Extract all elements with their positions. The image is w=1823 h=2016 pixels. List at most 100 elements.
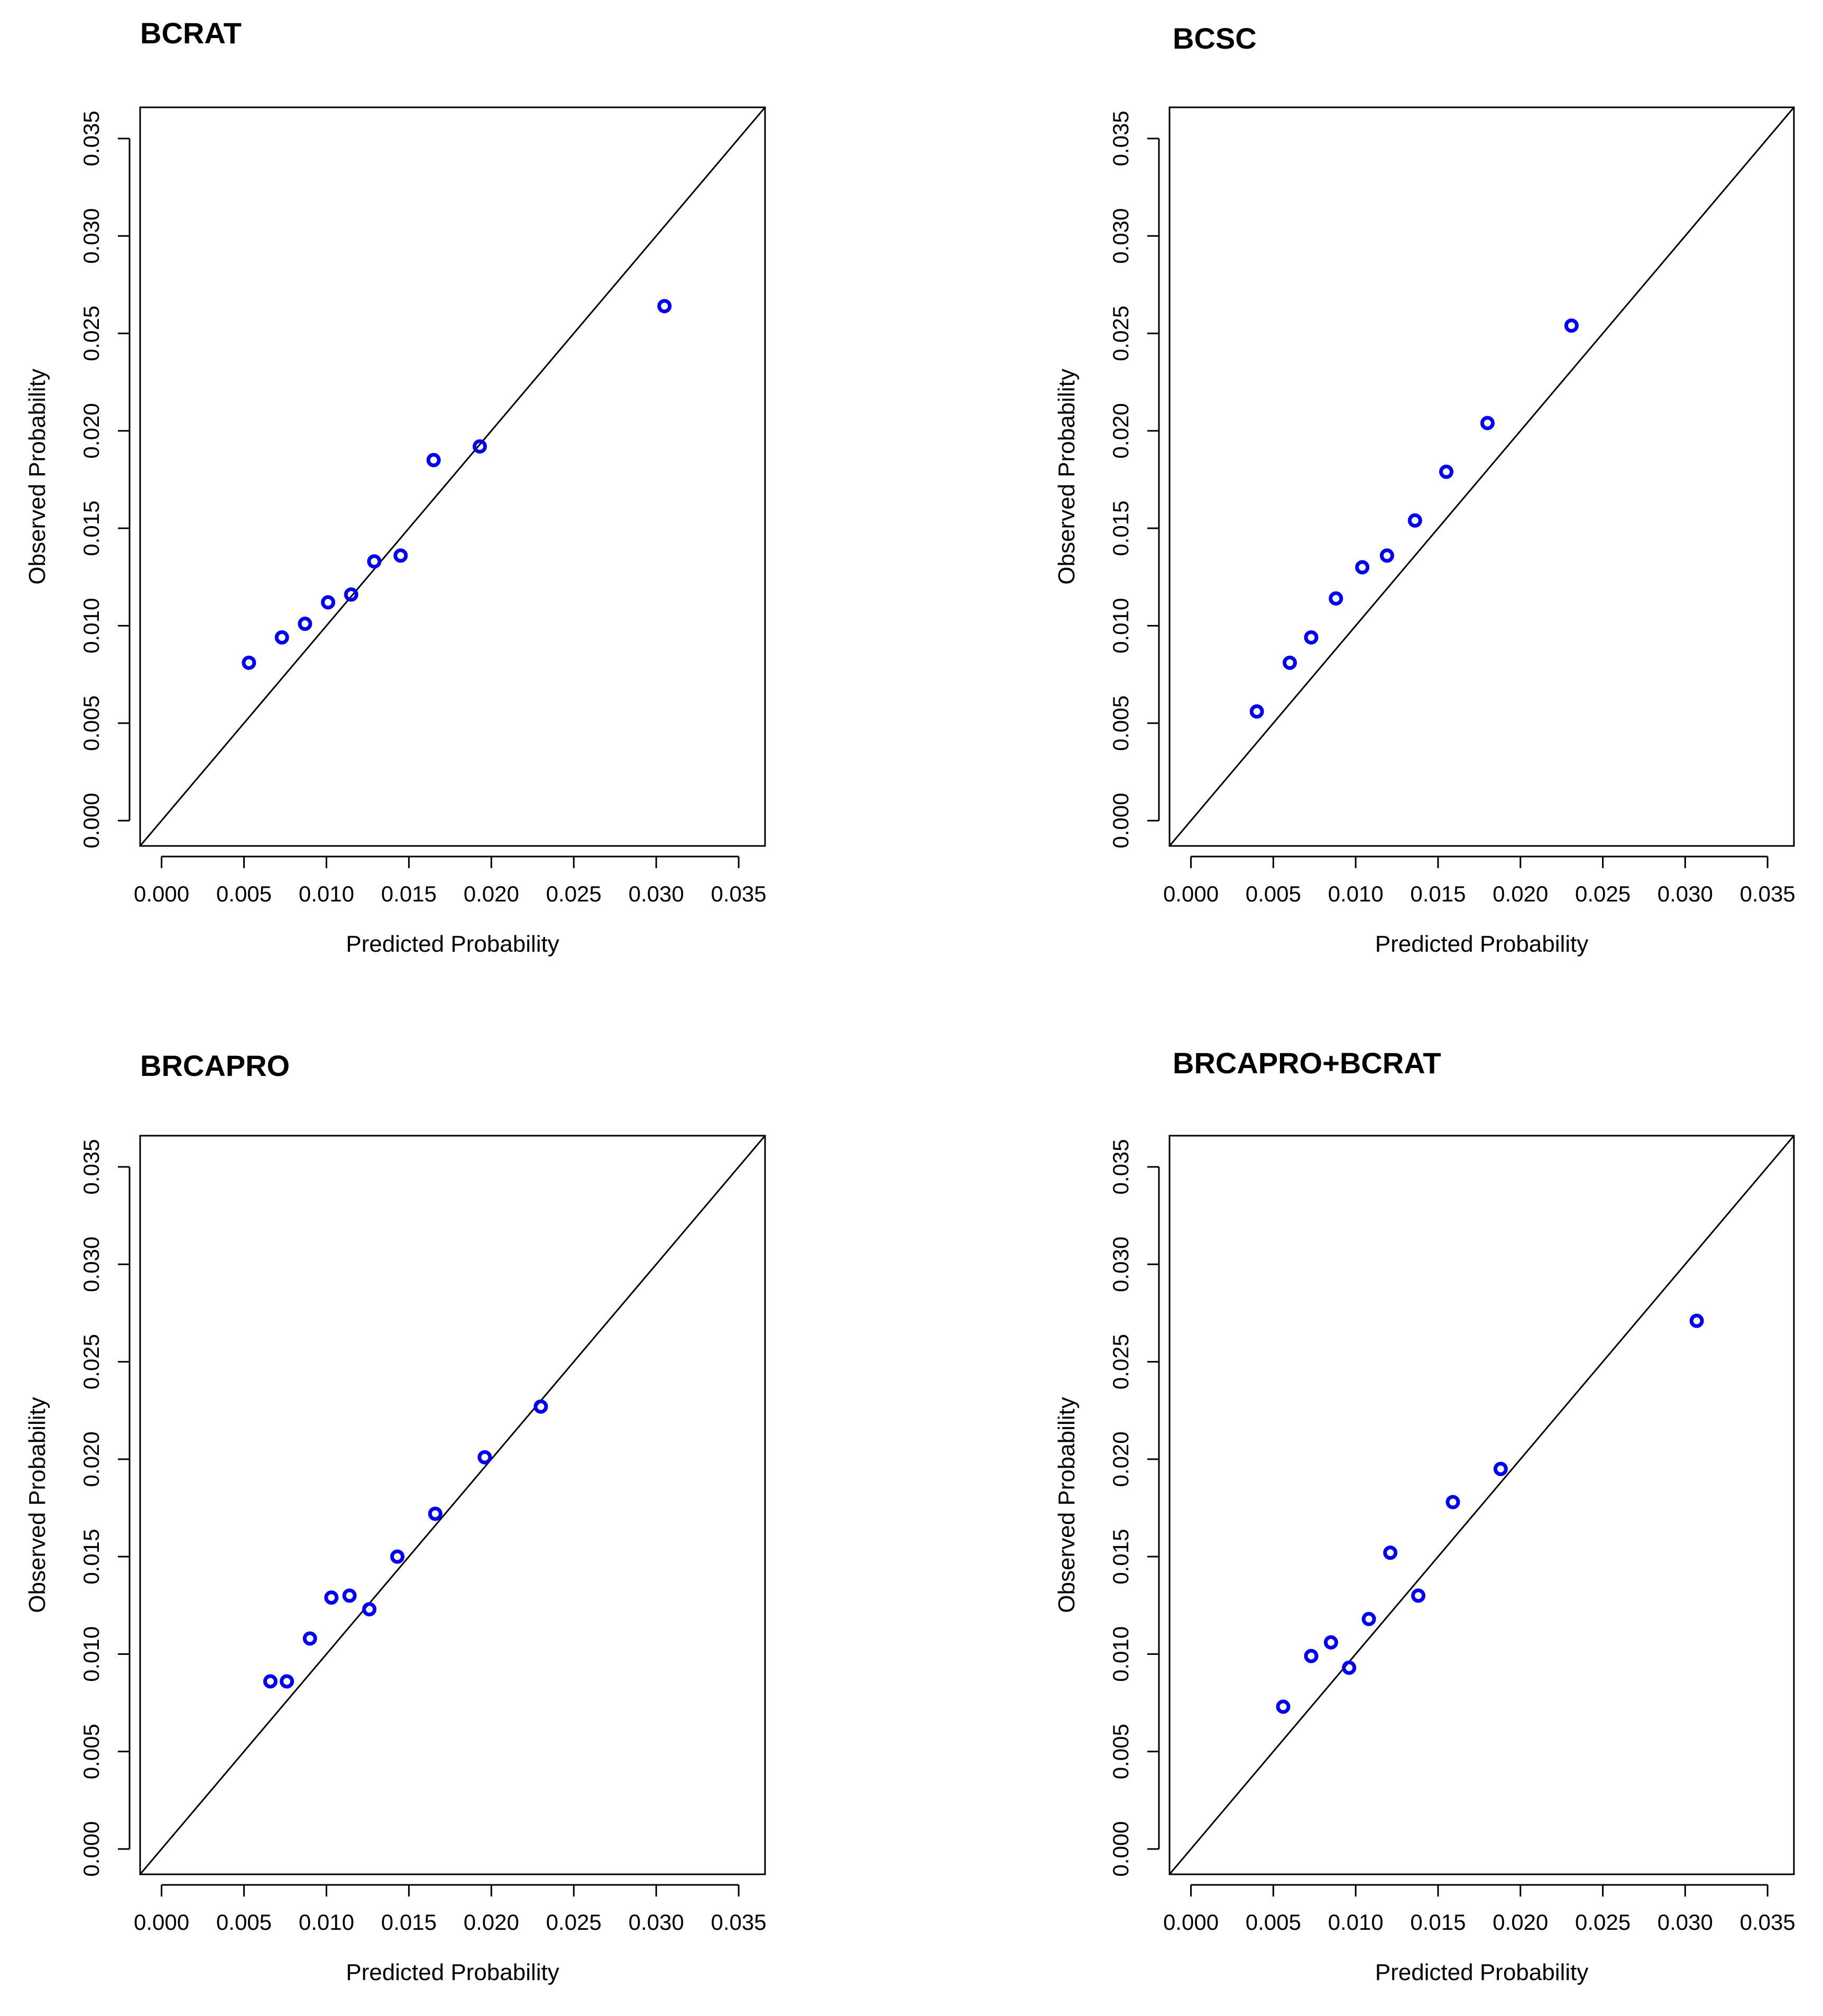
data-point [472,439,487,454]
x-tick-label: 0.005 [1246,881,1301,906]
x-tick-label: 0.025 [546,881,602,906]
y-tick-label: 0.010 [1108,598,1133,653]
chart-panel-4: BRCAPRO+BCRAT 0.000 0.005 0.010 0.015 0.020 0.… [1054,1046,1796,1985]
data-point [428,1506,443,1521]
data-point [1445,1495,1460,1509]
data-point [1480,416,1495,430]
data-point [657,299,672,314]
y-tick-label: 0.025 [1108,1334,1133,1389]
x-axis-title: Predicted Probability [1375,1959,1589,1985]
y-axis-title: Observed Probability [1054,369,1080,584]
data-point [1383,1545,1398,1560]
y-tick-label: 0.025 [79,1334,104,1389]
x-tick-label: 0.010 [299,1910,354,1935]
data-point [362,1602,377,1617]
x-tick-label: 0.025 [546,1910,602,1935]
y-tick-label: 0.005 [79,695,104,751]
y-tick-label: 0.020 [79,403,104,458]
y-tick-label: 0.035 [1108,1139,1133,1194]
identity-line [1168,1135,1795,1875]
x-tick-label: 0.000 [134,1910,189,1935]
y-tick-label: 0.030 [79,208,104,264]
y-tick-label: 0.000 [1108,1821,1133,1877]
data-point [533,1399,548,1414]
data-point [263,1674,278,1689]
panel-title: BRCAPRO+BCRAT [1173,1046,1441,1080]
data-point [1304,1649,1319,1663]
x-axis-title: Predicted Probability [346,931,559,957]
y-tick-label: 0.015 [1108,501,1133,556]
y-tick-label: 0.015 [79,1529,104,1585]
data-point [390,1549,405,1564]
x-tick-label: 0.025 [1575,881,1631,906]
x-tick-label: 0.015 [381,1910,437,1935]
data-point [1689,1313,1704,1328]
x-tick-label: 0.030 [1658,1910,1713,1935]
x-tick-label: 0.020 [1493,1910,1548,1935]
y-tick-label: 0.005 [1108,695,1133,751]
data-point [426,453,441,467]
data-point [321,595,336,610]
y-tick-label: 0.035 [79,111,104,166]
y-axis-title: Observed Probability [1054,1397,1080,1613]
x-tick-label: 0.010 [1328,1910,1384,1935]
data-point [367,554,382,569]
x-tick-label: 0.005 [216,1910,272,1935]
x-tick-label: 0.035 [1740,881,1796,906]
x-tick-label: 0.035 [711,1910,767,1935]
y-tick-label: 0.005 [1108,1724,1133,1779]
data-point [1411,1588,1426,1603]
x-tick-label: 0.000 [134,881,189,906]
y-tick-label: 0.010 [79,598,104,653]
x-tick-label: 0.020 [464,1910,519,1935]
y-tick-label: 0.020 [1108,1431,1133,1487]
y-tick-label: 0.015 [79,501,104,556]
x-tick-label: 0.015 [381,881,437,906]
x-tick-label: 0.010 [1328,881,1384,906]
data-point [344,587,358,602]
data-point [1379,548,1394,563]
data-point [1276,1699,1291,1714]
data-point [1329,591,1343,606]
data-point [280,1674,294,1689]
y-tick-label: 0.020 [79,1431,104,1487]
data-point [298,616,312,631]
data-point [1355,560,1370,575]
y-axis-title: Observed Probability [24,1397,50,1613]
plot-frame [139,106,766,847]
x-tick-label: 0.030 [629,881,684,906]
y-tick-label: 0.035 [79,1139,104,1194]
y-tick-label: 0.000 [1108,793,1133,849]
x-tick-label: 0.025 [1575,1910,1631,1935]
x-tick-label: 0.035 [1740,1910,1796,1935]
y-tick-label: 0.015 [1108,1529,1133,1585]
x-tick-label: 0.015 [1410,1910,1466,1935]
identity-line [139,1135,766,1875]
x-axis-title: Predicted Probability [1375,931,1589,957]
data-point [324,1590,339,1605]
data-point [393,548,408,563]
y-tick-label: 0.005 [79,1724,104,1779]
x-tick-label: 0.000 [1163,881,1219,906]
y-tick-label: 0.010 [79,1626,104,1682]
x-tick-label: 0.035 [711,881,767,906]
data-point [1407,513,1422,528]
x-tick-label: 0.005 [1246,1910,1301,1935]
identity-line [139,107,766,846]
data-point [1323,1635,1338,1650]
x-tick-label: 0.000 [1163,1910,1219,1935]
y-axis-title: Observed Probability [24,369,50,584]
data-point [1342,1660,1357,1675]
panel-title: BCRAT [140,16,242,50]
panel-title: BCSC [1173,22,1257,55]
data-point [342,1588,357,1603]
data-point [1249,704,1264,719]
data-point [1564,318,1579,333]
data-point [302,1631,317,1646]
plot-frame [1168,106,1795,847]
chart-panel-2: BCSC 0.000 0.005 0.010 0.015 0.020 0.025 0.030 0… [1054,22,1796,957]
y-tick-label: 0.030 [1108,1237,1133,1292]
y-tick-label: 0.020 [1108,403,1133,458]
y-tick-label: 0.025 [1108,306,1133,361]
